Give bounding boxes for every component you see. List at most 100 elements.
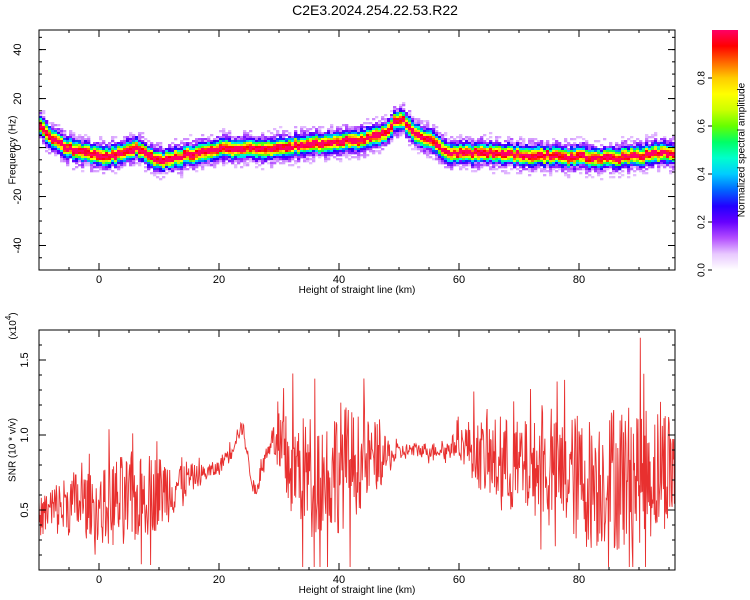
heatmap-cell: [339, 140, 343, 143]
heatmap-cell: [570, 148, 574, 151]
heatmap-cell: [156, 172, 160, 175]
heatmap-cell: [291, 138, 295, 141]
heatmap-cell: [654, 132, 658, 135]
heatmap-cell: [510, 142, 514, 145]
heatmap-cell: [87, 140, 91, 143]
heatmap-cell: [522, 138, 526, 141]
heatmap-cell: [618, 164, 622, 167]
heatmap-cell: [387, 118, 391, 121]
heatmap-cell: [336, 152, 340, 155]
heatmap-cell: [435, 138, 439, 141]
heatmap-cell: [387, 138, 391, 141]
heatmap-cell: [342, 154, 346, 157]
heatmap-cell: [363, 128, 367, 131]
heatmap-cell: [243, 140, 247, 143]
heatmap-cell: [108, 148, 112, 151]
heatmap-cell: [231, 136, 235, 139]
heatmap-cell: [75, 166, 79, 169]
heatmap-cell: [138, 158, 142, 161]
heatmap-cell: [492, 160, 496, 163]
heatmap-cell: [651, 166, 655, 169]
heatmap-cell: [528, 174, 532, 177]
heatmap-cell: [354, 146, 358, 149]
heatmap-cell: [528, 158, 532, 161]
heatmap-cell: [363, 150, 367, 153]
heatmap-cell: [438, 150, 442, 153]
heatmap-cell: [342, 144, 346, 147]
heatmap-cell: [135, 152, 139, 155]
heatmap-cell: [615, 150, 619, 153]
heatmap-cell: [447, 164, 451, 167]
heatmap-cell: [114, 144, 118, 147]
heatmap-cell: [114, 136, 118, 139]
heatmap-cell: [504, 148, 508, 151]
heatmap-cell: [222, 134, 226, 137]
heatmap-cell: [360, 126, 364, 129]
heatmap-cell: [243, 132, 247, 135]
heatmap-cell: [192, 164, 196, 167]
heatmap-cell: [492, 158, 496, 161]
heatmap-cell: [519, 158, 523, 161]
heatmap-cell: [54, 154, 58, 157]
heatmap-cell: [201, 158, 205, 161]
heatmap-cell: [621, 160, 625, 163]
heatmap-cell: [624, 152, 628, 155]
heatmap-cell: [621, 158, 625, 161]
heatmap-cell: [153, 150, 157, 153]
heatmap-cell: [162, 162, 166, 165]
heatmap-cell: [102, 148, 106, 151]
heatmap-cell: [279, 158, 283, 161]
heatmap-cell: [108, 142, 112, 145]
heatmap-cell: [588, 144, 592, 147]
heatmap-cell: [636, 146, 640, 149]
heatmap-cell: [90, 164, 94, 167]
heatmap-cell: [402, 124, 406, 127]
heatmap-cell: [570, 166, 574, 169]
heatmap-cell: [363, 140, 367, 143]
heatmap-cell: [657, 164, 661, 167]
heatmap-cell: [288, 154, 292, 157]
heatmap-cell: [240, 148, 244, 151]
heatmap-cell: [396, 124, 400, 127]
heatmap-cell: [75, 136, 79, 139]
heatmap-cell: [177, 146, 181, 149]
heatmap-cell: [81, 156, 85, 159]
heatmap-cell: [42, 134, 46, 137]
heatmap-cell: [459, 152, 463, 155]
heatmap-cell: [249, 138, 253, 141]
heatmap-cell: [87, 158, 91, 161]
heatmap-cell: [216, 144, 220, 147]
heatmap-cell: [597, 158, 601, 161]
heatmap-cell: [138, 164, 142, 167]
heatmap-cell: [309, 138, 313, 141]
heatmap-cell: [519, 164, 523, 167]
heatmap-cell: [390, 124, 394, 127]
heatmap-cell: [639, 166, 643, 169]
heatmap-cell: [402, 130, 406, 133]
heatmap-cell: [312, 142, 316, 145]
heatmap-cell: [513, 158, 517, 161]
heatmap-cell: [51, 126, 55, 129]
heatmap-cell: [288, 150, 292, 153]
heatmap-cell: [570, 170, 574, 173]
heatmap-cell: [117, 142, 121, 145]
heatmap-cell: [369, 122, 373, 125]
heatmap-cell: [54, 148, 58, 151]
heatmap-cell: [111, 136, 115, 139]
heatmap-cell: [267, 130, 271, 133]
heatmap-cell: [126, 150, 130, 153]
heatmap-cell: [294, 132, 298, 135]
heatmap-cell: [294, 150, 298, 153]
heatmap-cell: [339, 144, 343, 147]
heatmap-cell: [57, 148, 61, 151]
heatmap-cell: [72, 160, 76, 163]
heatmap-cell: [504, 164, 508, 167]
heatmap-cell: [150, 172, 154, 175]
heatmap-cell: [483, 152, 487, 155]
heatmap-cell: [159, 156, 163, 159]
heatmap-cell: [468, 148, 472, 151]
heatmap-cell: [117, 152, 121, 155]
heatmap-cell: [441, 162, 445, 165]
heatmap-cell: [306, 154, 310, 157]
heatmap-cell: [519, 136, 523, 139]
